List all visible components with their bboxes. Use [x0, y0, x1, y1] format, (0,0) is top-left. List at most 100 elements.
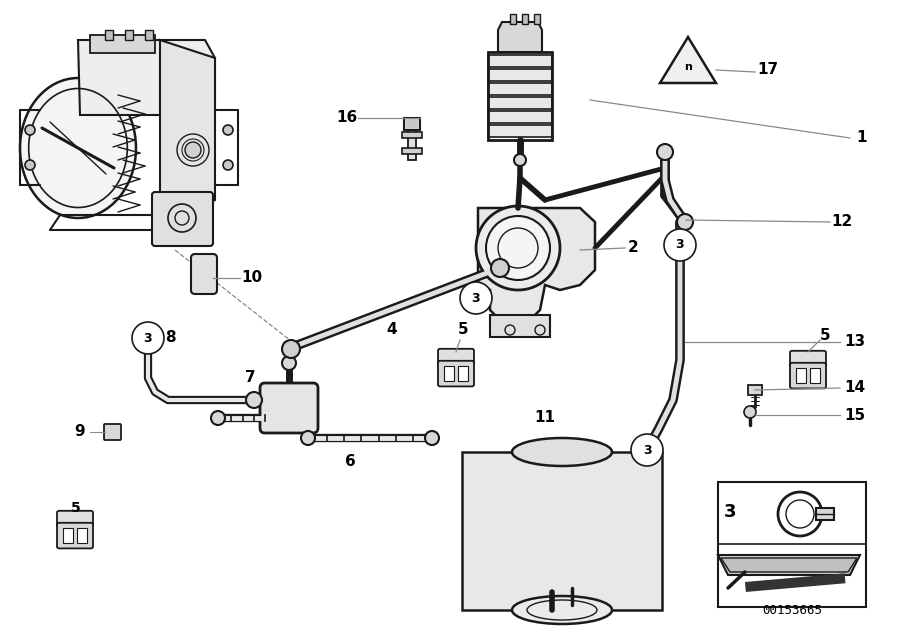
Circle shape — [282, 356, 296, 370]
Text: 1: 1 — [857, 130, 868, 146]
Bar — [718, 482, 866, 607]
Text: 14: 14 — [844, 380, 866, 396]
Bar — [488, 83, 552, 95]
Polygon shape — [78, 40, 215, 115]
Circle shape — [223, 125, 233, 135]
Text: 7: 7 — [245, 371, 256, 385]
Bar — [488, 55, 552, 67]
Circle shape — [140, 332, 156, 348]
Text: 9: 9 — [75, 424, 86, 439]
FancyBboxPatch shape — [57, 511, 93, 527]
Circle shape — [514, 154, 526, 166]
Circle shape — [657, 144, 673, 160]
FancyBboxPatch shape — [152, 192, 213, 246]
Text: 4: 4 — [387, 322, 397, 338]
FancyBboxPatch shape — [104, 424, 121, 440]
Bar — [462, 452, 662, 610]
Circle shape — [631, 434, 663, 466]
FancyBboxPatch shape — [790, 363, 826, 389]
Bar — [488, 69, 552, 81]
Ellipse shape — [512, 438, 612, 466]
Text: 6: 6 — [345, 455, 356, 469]
Text: 5: 5 — [820, 328, 831, 343]
Text: 13: 13 — [844, 335, 866, 350]
Text: 00153665: 00153665 — [762, 604, 822, 616]
Bar — [522, 14, 528, 24]
Circle shape — [25, 160, 35, 170]
Bar — [404, 118, 420, 130]
Bar — [125, 30, 133, 40]
Polygon shape — [478, 208, 595, 325]
Circle shape — [486, 216, 550, 280]
Bar — [745, 573, 845, 592]
FancyBboxPatch shape — [438, 361, 474, 387]
Circle shape — [638, 440, 658, 460]
Ellipse shape — [20, 78, 136, 218]
Text: 3: 3 — [472, 291, 481, 305]
Bar — [145, 30, 153, 40]
Polygon shape — [498, 22, 542, 52]
FancyBboxPatch shape — [790, 351, 826, 367]
Text: 3: 3 — [676, 238, 684, 251]
Bar — [796, 368, 806, 384]
Text: 16: 16 — [337, 111, 357, 125]
Circle shape — [223, 160, 233, 170]
Polygon shape — [160, 40, 215, 210]
FancyBboxPatch shape — [438, 349, 474, 365]
Bar — [816, 508, 834, 520]
Circle shape — [211, 411, 225, 425]
Circle shape — [677, 214, 693, 230]
Circle shape — [476, 206, 560, 290]
Bar — [810, 368, 820, 384]
Text: 5: 5 — [71, 501, 81, 515]
Bar — [444, 366, 454, 382]
Text: 3: 3 — [724, 503, 736, 521]
Polygon shape — [718, 555, 860, 575]
Text: 8: 8 — [165, 331, 176, 345]
Circle shape — [744, 406, 756, 418]
Ellipse shape — [512, 596, 612, 624]
Circle shape — [460, 282, 492, 314]
Bar — [488, 97, 552, 109]
Bar — [77, 528, 87, 543]
Bar — [748, 385, 762, 395]
FancyBboxPatch shape — [191, 254, 217, 294]
Bar — [458, 366, 468, 382]
Bar — [488, 125, 552, 137]
Text: n: n — [684, 62, 692, 72]
Text: 2: 2 — [627, 240, 638, 256]
Bar — [63, 528, 73, 543]
FancyBboxPatch shape — [260, 383, 318, 433]
Text: 17: 17 — [758, 62, 778, 78]
Bar — [490, 315, 550, 337]
Bar — [402, 132, 422, 138]
Bar — [90, 35, 155, 53]
Circle shape — [132, 322, 164, 354]
Circle shape — [425, 431, 439, 445]
Text: 3: 3 — [643, 443, 652, 457]
Text: 15: 15 — [844, 408, 866, 422]
Circle shape — [185, 142, 201, 158]
Bar — [105, 30, 113, 40]
Bar — [510, 14, 516, 24]
Text: 5: 5 — [458, 322, 468, 338]
Bar — [408, 128, 416, 160]
FancyBboxPatch shape — [57, 523, 93, 548]
Polygon shape — [721, 558, 857, 572]
Bar — [488, 52, 552, 140]
Bar — [402, 148, 422, 154]
Polygon shape — [660, 37, 716, 83]
Text: 12: 12 — [832, 214, 852, 230]
Bar — [406, 120, 418, 128]
Circle shape — [664, 229, 696, 261]
Circle shape — [246, 392, 262, 408]
Circle shape — [283, 341, 295, 353]
Circle shape — [25, 125, 35, 135]
Circle shape — [491, 259, 509, 277]
Circle shape — [670, 240, 690, 260]
Bar — [488, 111, 552, 123]
Bar — [534, 14, 540, 24]
Text: 11: 11 — [535, 410, 555, 425]
Circle shape — [282, 340, 300, 358]
Circle shape — [301, 431, 315, 445]
